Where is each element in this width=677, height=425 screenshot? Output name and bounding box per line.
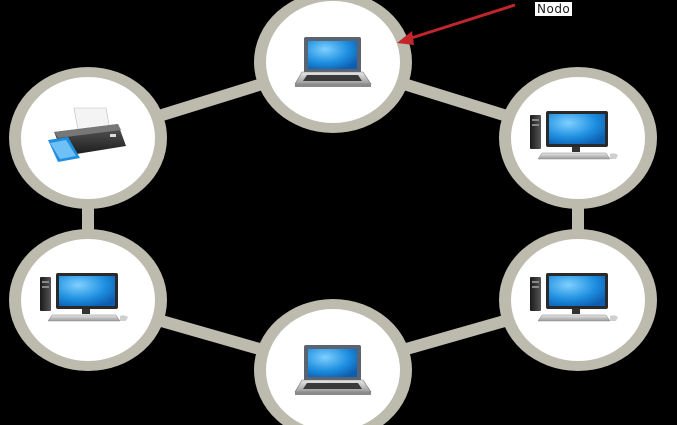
annotation-arrow [404,3,516,42]
node-laptop-bottom [254,299,412,425]
node-printer-left-top [9,67,167,209]
ring-nodes [9,0,657,425]
laptop-icon [294,344,372,396]
annotation-arrowhead [397,31,414,45]
node-desktop-left-bottom [9,229,167,371]
laptop-icon [294,36,372,88]
node-desktop-right-bottom [499,229,657,371]
node-laptop-top [254,0,412,133]
node-desktop-right-top [499,67,657,209]
node-annotation-label: Nodo [535,2,573,16]
